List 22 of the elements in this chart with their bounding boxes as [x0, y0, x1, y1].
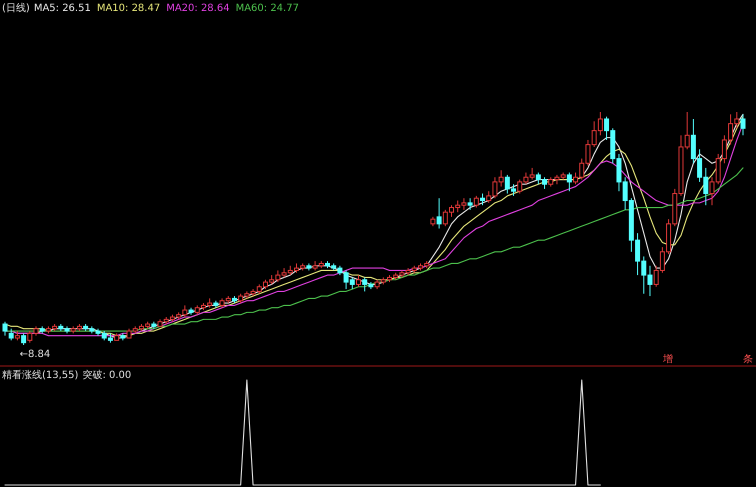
candlestick — [436, 198, 442, 229]
candlestick — [21, 332, 26, 346]
candlestick — [468, 198, 473, 210]
text: ←8.84 — [20, 349, 50, 360]
text: MA20: 28.64 — [166, 3, 230, 14]
text: 增 — [662, 353, 673, 365]
candlestick — [430, 216, 436, 227]
candlestick — [480, 193, 486, 206]
candlestick — [14, 330, 20, 341]
text: 条 — [743, 353, 753, 365]
text: 突破: 0.00 — [82, 369, 132, 381]
candlestick — [566, 172, 572, 192]
chart-title: 精看涨线(13,55) — [2, 369, 79, 381]
candlestick — [356, 274, 361, 288]
candlestick — [474, 195, 479, 208]
chart-title: (日线) — [2, 2, 30, 14]
text: MA10: 28.47 — [96, 3, 160, 14]
candlestick — [740, 114, 746, 136]
candlestick — [2, 321, 8, 336]
candlestick — [8, 328, 14, 341]
text: MA60: 24.77 — [236, 3, 299, 14]
text: MA5: 26.51 — [34, 3, 91, 14]
